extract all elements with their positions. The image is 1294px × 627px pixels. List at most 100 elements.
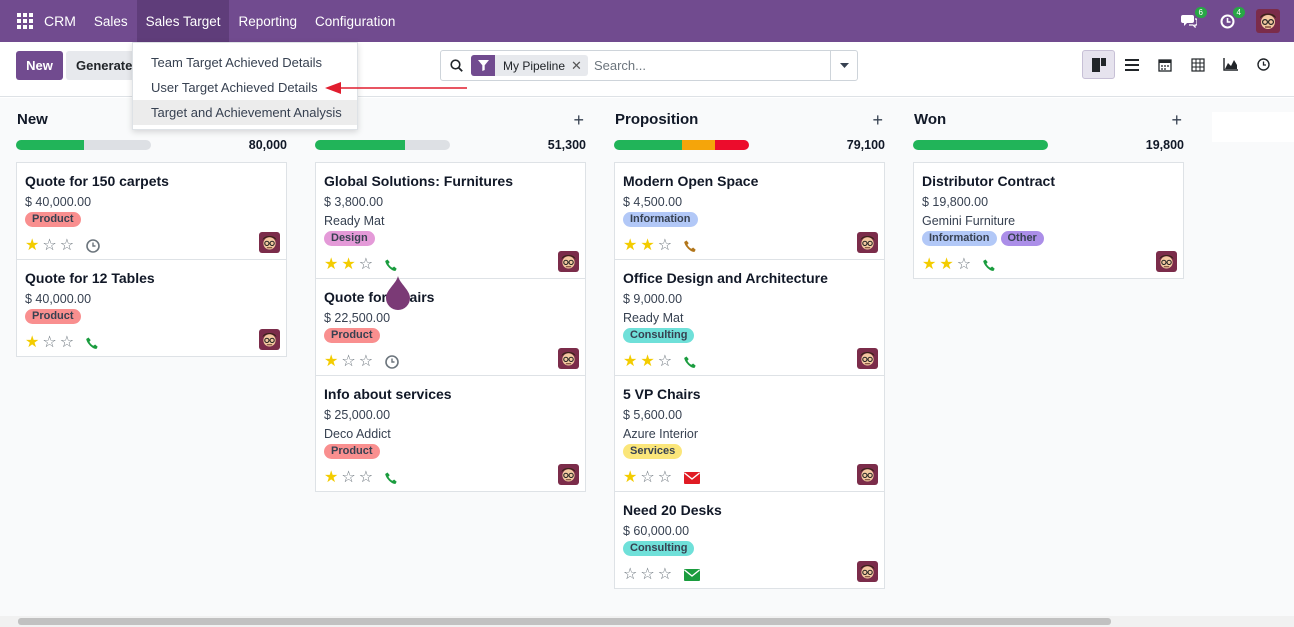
new-button[interactable]: New [16, 51, 63, 80]
priority-star-icon[interactable]: ★ [341, 256, 356, 273]
kanban-card[interactable]: Global Solutions: Furnitures $ 3,800.00 Re… [315, 162, 586, 279]
menu-team-target-achieved[interactable]: Team Target Achieved Details [151, 55, 323, 70]
phone-icon[interactable] [684, 356, 697, 369]
priority-star-icon[interactable]: ☆ [358, 256, 374, 273]
progress-green[interactable] [913, 140, 1048, 150]
phone-icon[interactable] [385, 472, 398, 485]
search-icon[interactable] [441, 59, 471, 72]
salesperson-avatar[interactable] [857, 348, 878, 369]
progress-bar[interactable] [315, 140, 450, 150]
phone-icon[interactable] [684, 240, 697, 253]
kanban-card[interactable]: 5 VP Chairs $ 5,600.00 Azure Interior Servi… [614, 375, 885, 492]
menu-user-target-achieved[interactable]: User Target Achieved Details [151, 80, 318, 95]
list-view-icon[interactable] [1115, 50, 1148, 79]
progress-bar[interactable] [16, 140, 151, 150]
progress-orange[interactable] [681, 140, 716, 150]
generate-button[interactable]: Generate [66, 51, 136, 80]
clock-icon[interactable] [385, 355, 399, 369]
horizontal-scrollbar[interactable] [0, 616, 1294, 627]
progress-green[interactable] [614, 140, 682, 150]
add-card-icon[interactable]: + [1171, 110, 1182, 130]
priority-star-icon[interactable]: ☆ [657, 353, 673, 370]
priority-star-icon[interactable]: ☆ [657, 237, 673, 254]
activities-icon[interactable]: 4 [1216, 7, 1245, 32]
phone-icon[interactable] [983, 259, 996, 272]
salesperson-avatar[interactable] [857, 232, 878, 253]
progress-bar[interactable] [614, 140, 749, 150]
salesperson-avatar[interactable] [259, 329, 280, 350]
salesperson-avatar[interactable] [558, 251, 579, 272]
kanban-view-icon[interactable] [1082, 50, 1115, 79]
scrollbar-thumb[interactable] [18, 618, 1111, 625]
priority-star-icon[interactable]: ★ [640, 353, 655, 370]
search-options-toggle[interactable] [830, 51, 857, 80]
kanban-card[interactable]: Modern Open Space $ 4,500.00 Information ★ ★… [614, 162, 885, 260]
salesperson-avatar[interactable] [1156, 251, 1177, 272]
phone-icon[interactable] [385, 259, 398, 272]
kanban-card[interactable]: Quote for 150 carpets $ 40,000.00 Product ★… [16, 162, 287, 260]
priority-star-icon[interactable]: ★ [324, 353, 339, 370]
salesperson-avatar[interactable] [558, 464, 579, 485]
salesperson-avatar[interactable] [259, 232, 280, 253]
envelope-icon[interactable] [684, 472, 701, 484]
kanban-card[interactable]: Office Design and Architecture $ 9,000.00… [614, 259, 885, 376]
clock-icon[interactable] [86, 239, 100, 253]
app-brand[interactable]: CRM [44, 13, 76, 29]
progress-red[interactable] [715, 140, 749, 150]
add-card-icon[interactable]: + [573, 110, 584, 130]
salesperson-avatar[interactable] [857, 561, 878, 582]
priority-star-icon[interactable]: ☆ [358, 353, 374, 370]
priority-star-icon[interactable]: ☆ [341, 353, 356, 370]
priority-star-icon[interactable]: ★ [640, 237, 655, 254]
add-card-icon[interactable]: + [872, 110, 883, 130]
kanban-card[interactable]: Quote for Chairs $ 22,500.00 Product ★ ☆ ☆ [315, 278, 586, 376]
kanban-card[interactable]: Quote for 12 Tables $ 40,000.00 Product ★ ☆ ☆ [16, 259, 287, 357]
priority-star-icon[interactable]: ☆ [956, 256, 972, 273]
menu-target-achievement-analysis[interactable]: Target and Achievement Analysis [133, 100, 357, 125]
salesperson-avatar[interactable] [558, 348, 579, 369]
salesperson-avatar[interactable] [857, 464, 878, 485]
priority-star-icon[interactable]: ☆ [42, 334, 57, 351]
kanban-card[interactable]: Info about services $ 25,000.00 Deco Addic… [315, 375, 586, 492]
priority-star-icon[interactable]: ★ [324, 469, 339, 486]
menu-sales-target[interactable]: Sales Target [136, 0, 230, 42]
progress-green[interactable] [16, 140, 84, 150]
priority-star-icon[interactable]: ★ [922, 256, 937, 273]
priority-star-icon[interactable]: ★ [939, 256, 954, 273]
priority-star-icon[interactable]: ★ [324, 256, 339, 273]
priority-star-icon[interactable]: ★ [25, 237, 40, 254]
progress-bar[interactable] [913, 140, 1048, 150]
user-avatar[interactable] [1256, 9, 1280, 33]
priority-star-icon[interactable]: ★ [623, 237, 638, 254]
column-header[interactable]: Proposition + [614, 98, 885, 140]
apps-menu-icon[interactable] [17, 13, 33, 29]
activity-view-icon[interactable] [1247, 50, 1280, 79]
priority-star-icon[interactable]: ☆ [358, 469, 374, 486]
new-column-placeholder[interactable] [1212, 112, 1294, 142]
priority-star-icon[interactable]: ☆ [59, 334, 75, 351]
priority-star-icon[interactable]: ☆ [42, 237, 57, 254]
kanban-card[interactable]: Distributor Contract $ 19,800.00 Gemini Fu… [913, 162, 1184, 279]
priority-star-icon[interactable]: ☆ [623, 566, 638, 583]
envelope-icon[interactable] [684, 569, 701, 581]
priority-star-icon[interactable]: ☆ [657, 566, 673, 583]
pivot-view-icon[interactable] [1181, 50, 1214, 79]
messages-icon[interactable]: 6 [1178, 7, 1207, 32]
priority-star-icon[interactable]: ☆ [341, 469, 356, 486]
priority-star-icon[interactable]: ★ [623, 353, 638, 370]
menu-configuration[interactable]: Configuration [315, 13, 396, 29]
priority-star-icon[interactable]: ★ [25, 334, 40, 351]
priority-star-icon[interactable]: ☆ [640, 469, 655, 486]
progress-green[interactable] [315, 140, 405, 150]
search-input[interactable] [593, 58, 830, 73]
priority-star-icon[interactable]: ☆ [657, 469, 673, 486]
priority-star-icon[interactable]: ★ [623, 469, 638, 486]
calendar-view-icon[interactable] [1148, 50, 1181, 79]
kanban-card[interactable]: Need 20 Desks $ 60,000.00 Consulting ☆ ☆ ☆ [614, 491, 885, 589]
column-header[interactable]: Won + [913, 98, 1184, 140]
menu-sales[interactable]: Sales [93, 13, 128, 29]
phone-icon[interactable] [86, 337, 99, 350]
remove-facet-icon[interactable]: ✕ [571, 57, 582, 73]
priority-star-icon[interactable]: ☆ [59, 237, 75, 254]
priority-star-icon[interactable]: ☆ [640, 566, 655, 583]
